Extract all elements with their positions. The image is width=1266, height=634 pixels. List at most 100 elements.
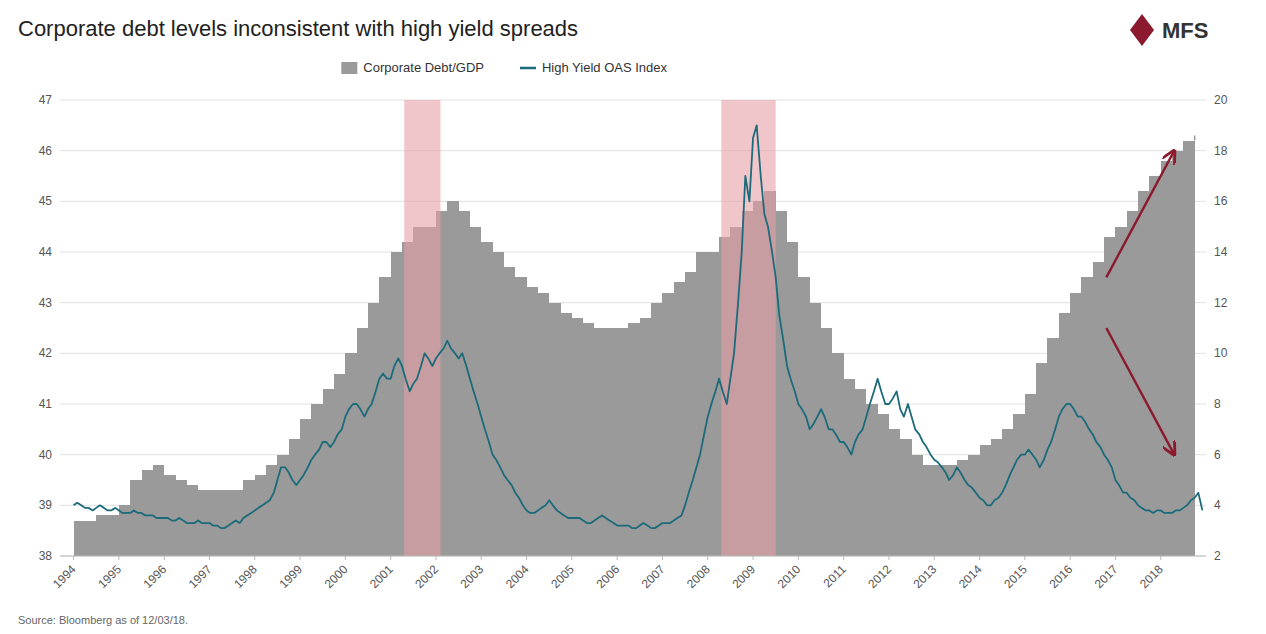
x-tick-label: 1997 <box>186 562 215 591</box>
area-step <box>221 490 232 556</box>
y2-tick-label: 2 <box>1214 549 1221 563</box>
x-tick-label: 2007 <box>639 562 668 591</box>
area-step <box>1138 191 1149 556</box>
area-step <box>176 480 187 556</box>
area-step <box>368 303 379 556</box>
area-step <box>561 313 572 556</box>
area-step <box>594 328 605 556</box>
area-step <box>379 277 390 556</box>
area-step <box>968 455 979 556</box>
area-step <box>934 465 945 556</box>
area-step <box>527 287 538 556</box>
area-step <box>357 328 368 556</box>
shaded-band <box>404 100 440 556</box>
area-step <box>776 211 787 556</box>
x-tick <box>209 556 210 560</box>
x-tick-label: 2018 <box>1137 562 1166 591</box>
area-step <box>1093 262 1104 556</box>
legend-label: High Yield OAS Index <box>542 60 668 75</box>
area-series <box>74 135 1195 556</box>
area-step <box>504 267 515 556</box>
legend-item: Corporate Debt/GDP <box>341 60 484 75</box>
area-step <box>980 445 991 556</box>
x-tick-label: 2005 <box>548 562 577 591</box>
area-step <box>538 293 549 556</box>
title: Corporate debt levels inconsistent with … <box>18 16 578 41</box>
area-step <box>1002 429 1013 556</box>
plot-area <box>74 100 1203 556</box>
grid-line <box>60 100 1206 101</box>
x-tick-label: 2016 <box>1046 562 1075 591</box>
area-step <box>617 328 628 556</box>
x-tick <box>300 556 301 560</box>
y-tick-label: 46 <box>39 144 53 158</box>
area-step <box>391 252 402 556</box>
area-step <box>1149 176 1160 556</box>
area-step <box>74 521 85 556</box>
area-step <box>708 252 719 556</box>
y2-tick-label: 6 <box>1214 448 1221 462</box>
x-tick <box>390 556 391 560</box>
y2-tick-label: 12 <box>1214 296 1228 310</box>
area-step <box>232 490 243 556</box>
grid-line <box>60 302 1206 303</box>
x-tick-label: 2013 <box>911 562 940 591</box>
area-step <box>153 465 164 556</box>
x-tick-label: 2012 <box>865 562 894 591</box>
y2-tick-label: 14 <box>1214 245 1228 259</box>
x-tick <box>888 556 889 560</box>
grid-line <box>60 556 1206 557</box>
x-tick <box>753 556 754 560</box>
x-tick <box>934 556 935 560</box>
x-tick-label: 2017 <box>1092 562 1121 591</box>
area-step <box>1013 414 1024 556</box>
logo-diamond <box>1130 14 1154 46</box>
x-tick-label: 2015 <box>1001 562 1030 591</box>
logo: MFS <box>1130 14 1208 46</box>
x-tick <box>707 556 708 560</box>
area-step <box>164 475 175 556</box>
arrows <box>1106 151 1174 455</box>
area-step <box>323 389 334 556</box>
y-tick-label: 41 <box>39 397 53 411</box>
area-step <box>470 227 481 556</box>
x-tick <box>617 556 618 560</box>
area-step <box>187 485 198 556</box>
area-step <box>85 521 96 556</box>
x-tick <box>1024 556 1025 560</box>
x-tick <box>526 556 527 560</box>
area-step <box>651 303 662 556</box>
area-step <box>957 460 968 556</box>
area-step <box>142 470 153 556</box>
x-tick-label: 2011 <box>821 562 849 590</box>
x-tick <box>1115 556 1116 560</box>
x-tick <box>73 556 74 560</box>
area-step <box>459 211 470 556</box>
area-step <box>493 252 504 556</box>
area-step <box>1104 237 1115 556</box>
x-tick <box>118 556 119 560</box>
x-tick-label: 2014 <box>956 562 985 591</box>
area-step <box>889 429 900 556</box>
area-step <box>844 379 855 556</box>
area-step <box>640 318 651 556</box>
area-step <box>866 404 877 556</box>
y2-tick-label: 20 <box>1214 93 1228 107</box>
area-step <box>628 323 639 556</box>
y-tick-label: 44 <box>39 245 53 259</box>
area-step <box>855 389 866 556</box>
x-axis: 1994199519961997199819992000200120022003… <box>50 556 1206 591</box>
area-step <box>311 404 322 556</box>
x-tick <box>1070 556 1071 560</box>
x-tick <box>254 556 255 560</box>
area-step <box>685 272 696 556</box>
area-step <box>674 282 685 556</box>
area-step <box>878 414 889 556</box>
area-step <box>345 353 356 556</box>
area-step <box>832 353 843 556</box>
area-step <box>923 465 934 556</box>
area-step <box>266 465 277 556</box>
legend-label: Corporate Debt/GDP <box>363 60 484 75</box>
x-axis-line <box>60 556 1206 557</box>
x-tick <box>843 556 844 560</box>
